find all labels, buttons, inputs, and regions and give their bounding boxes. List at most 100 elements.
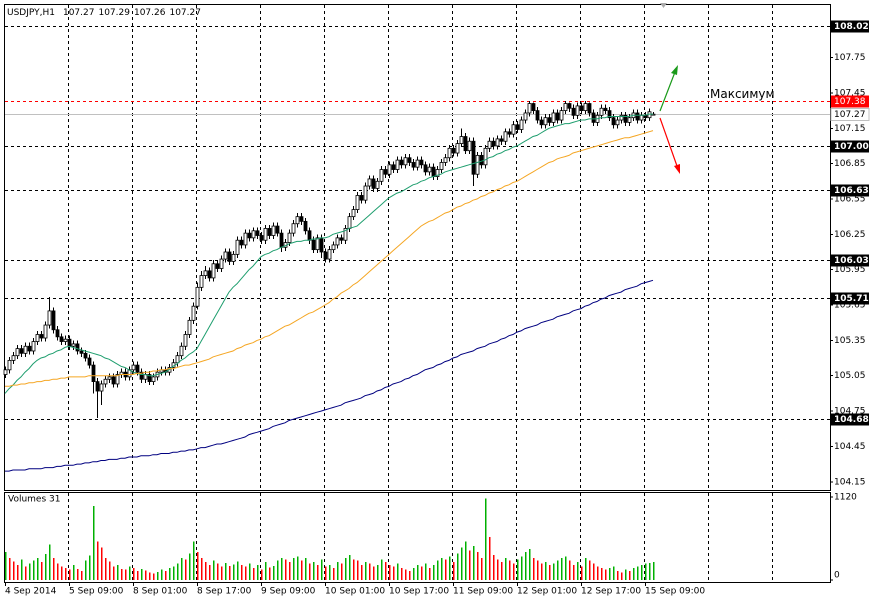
candle-body — [59, 336, 64, 342]
candle-body — [279, 232, 284, 248]
candle-body — [215, 263, 220, 269]
candle-body — [427, 166, 432, 173]
volume-y-tick-label: 1120 — [834, 493, 857, 503]
candle-body — [623, 114, 628, 123]
candle-body — [91, 364, 96, 383]
candle-body — [487, 140, 492, 149]
candle-body — [335, 237, 340, 246]
candle-body — [63, 338, 68, 342]
trend-arrow-up — [659, 65, 678, 112]
level-label: 106.63 — [834, 186, 869, 196]
candle-body — [459, 136, 464, 145]
current-price-label: 107.27 — [834, 110, 866, 120]
candle-body — [239, 239, 244, 246]
candle-body — [347, 216, 352, 229]
candle-body — [39, 334, 44, 339]
x-tick-label: 8 Sep 17:00 — [197, 587, 252, 597]
candle-body — [43, 324, 48, 339]
candle-body — [183, 334, 188, 347]
candle-body — [479, 154, 484, 166]
candle-body — [131, 364, 136, 371]
candle-body — [195, 286, 200, 307]
candle-body — [107, 376, 112, 380]
candle-body — [527, 103, 532, 114]
candle-body — [571, 107, 576, 116]
shift-marker — [660, 3, 667, 8]
candle-body — [579, 105, 584, 112]
candle-body — [455, 143, 460, 154]
candle-body — [287, 232, 292, 243]
candle-body — [275, 225, 280, 234]
y-tick-label: 105.95 — [834, 265, 866, 275]
y-tick-label: 104.45 — [834, 442, 866, 452]
level-label-box — [831, 20, 869, 33]
candle-body — [175, 355, 180, 364]
candle-body — [507, 131, 512, 135]
y-tick-label: 105.05 — [834, 371, 866, 381]
candle-body — [191, 305, 196, 321]
candle-body — [35, 334, 40, 342]
candle-body — [503, 131, 508, 142]
candle-body — [359, 195, 364, 201]
candle-body — [27, 345, 32, 352]
candle-body — [299, 216, 304, 222]
candle-body — [587, 103, 592, 114]
candle-body — [179, 345, 184, 357]
candle-body — [15, 348, 20, 357]
low-value: 107.26 — [134, 8, 166, 18]
candle-body — [499, 138, 504, 142]
candle-body — [235, 239, 240, 255]
y-tick-label: 107.15 — [834, 124, 866, 134]
x-tick-label: 10 Sep 01:00 — [325, 587, 385, 597]
candle-body — [343, 228, 348, 241]
x-tick-label: 11 Sep 09:00 — [453, 587, 513, 597]
level-label-box — [831, 413, 869, 426]
trend-arrow-down — [659, 117, 680, 174]
symbol: USDJPY,H1 — [7, 8, 55, 18]
candle-body — [319, 237, 324, 253]
candle-body — [463, 136, 468, 152]
main-panel-frame — [4, 4, 831, 491]
candle-body — [231, 253, 236, 262]
candle-body — [203, 270, 208, 276]
candle-body — [379, 169, 384, 182]
y-tick-label: 105.35 — [834, 336, 866, 346]
level-label: 104.68 — [834, 415, 869, 425]
candle-body — [227, 251, 232, 262]
max-level-label: 107.38 — [834, 97, 866, 107]
moving-average — [5, 279, 654, 472]
x-tick-label: 5 Sep 09:00 — [69, 587, 124, 597]
x-tick-label: 8 Sep 01:00 — [133, 587, 188, 597]
volume-title: Volumes 31 — [8, 495, 60, 505]
candle-body — [583, 103, 588, 112]
candle-body — [351, 209, 356, 218]
candle-body — [619, 114, 624, 121]
candle-body — [511, 124, 516, 135]
candle-body — [311, 239, 316, 251]
candle-body — [399, 159, 404, 166]
candle-body — [315, 237, 320, 251]
candle-body — [403, 157, 408, 166]
candle-body — [103, 378, 108, 385]
candle-body — [431, 166, 436, 177]
candle-body — [295, 216, 300, 225]
candle-body — [339, 237, 344, 241]
candle-body — [67, 338, 72, 347]
candle-body — [19, 348, 24, 354]
x-tick-label: 15 Sep 09:00 — [645, 587, 705, 597]
x-tick-label: 12 Sep 01:00 — [517, 587, 577, 597]
candle-body — [471, 140, 476, 175]
candle-body — [387, 164, 392, 175]
candle-body — [115, 374, 120, 385]
candle-body — [391, 164, 396, 170]
candle-body — [79, 350, 84, 354]
max-level-box — [831, 95, 869, 108]
candle-body — [491, 140, 496, 147]
candle-body — [559, 110, 564, 121]
candle-body — [199, 275, 204, 288]
candle-body — [51, 310, 56, 331]
level-label-box — [831, 140, 869, 153]
candle-body — [111, 376, 116, 385]
candle-body — [363, 185, 368, 201]
candle-body — [523, 112, 528, 121]
